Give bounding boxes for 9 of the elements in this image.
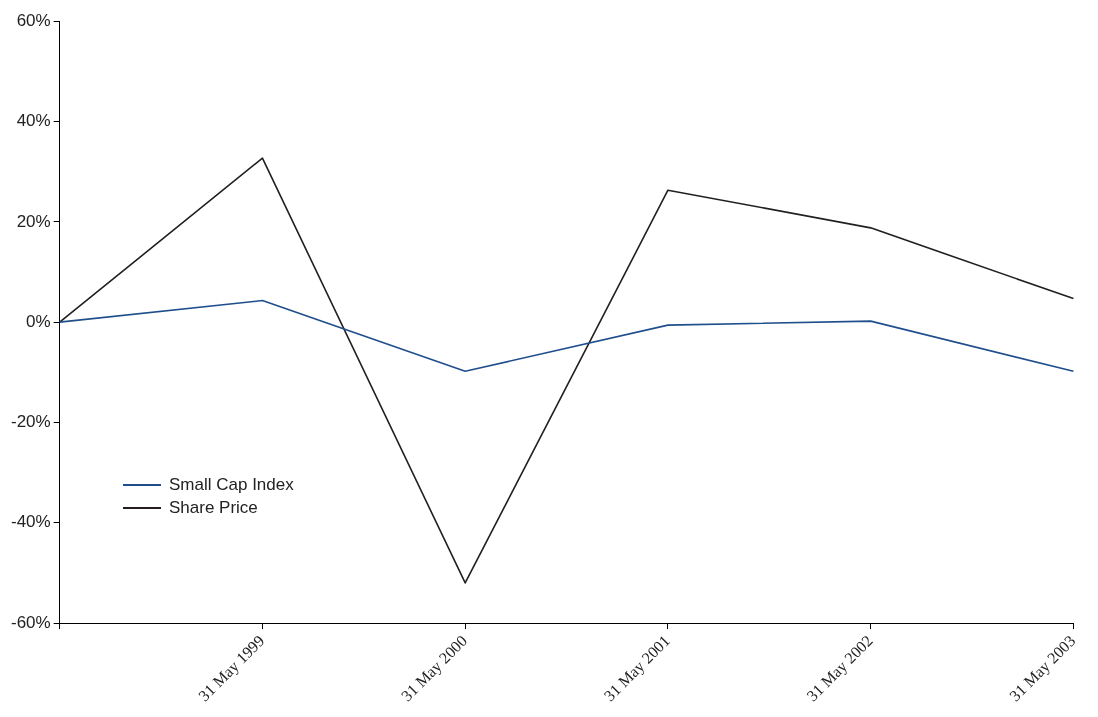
y-tick-label: 0%	[26, 311, 51, 331]
y-tick-label: -40%	[11, 512, 51, 532]
legend-label: Small Cap Index	[169, 474, 294, 496]
y-tick-label: 60%	[16, 10, 51, 30]
legend-label: Share Price	[169, 497, 258, 519]
y-tick-label: -20%	[11, 412, 51, 432]
y-tick-label: 40%	[16, 111, 51, 131]
y-tick-label: 20%	[16, 211, 51, 231]
y-tick-label: -60%	[11, 612, 51, 632]
